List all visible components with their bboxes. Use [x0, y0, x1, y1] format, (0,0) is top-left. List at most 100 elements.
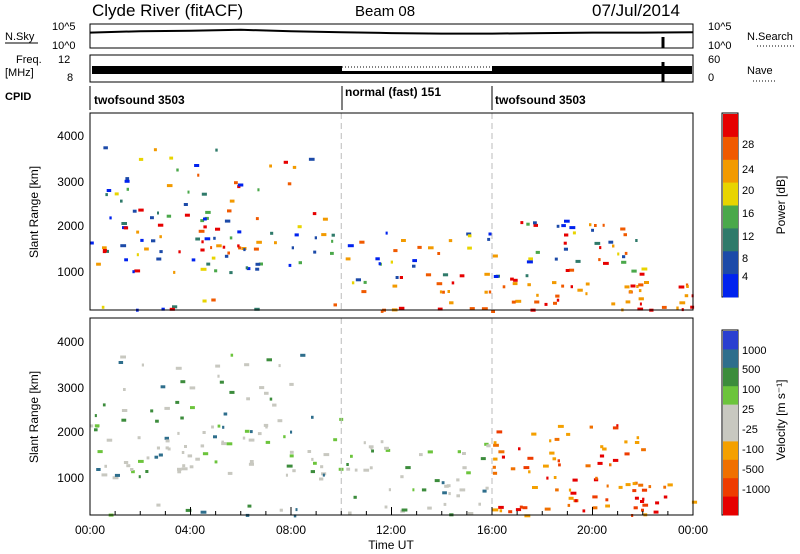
velocity-ytick-1000: 1000	[57, 471, 84, 485]
heatmap-cell	[448, 239, 453, 243]
heatmap-cell	[363, 280, 367, 284]
heatmap-cell	[355, 278, 361, 282]
heatmap-cell	[527, 456, 534, 460]
heatmap-cell	[639, 272, 645, 276]
power-ylabel: Slant Range [km]	[27, 166, 41, 258]
heatmap-cell	[138, 475, 141, 479]
heatmap-cell	[585, 282, 590, 286]
heatmap-cell	[368, 445, 374, 449]
heatmap-cell	[636, 285, 639, 288]
heatmap-cell	[385, 448, 391, 452]
heatmap-cell	[204, 237, 211, 241]
heatmap-cell	[169, 307, 175, 311]
xtick-0000: 00:00	[75, 523, 105, 537]
heatmap-cell	[405, 466, 411, 470]
heatmap-cell	[177, 470, 182, 474]
heatmap-cell	[224, 219, 231, 223]
heatmap-cell	[185, 508, 192, 512]
vel-cb-tick-m1000: -1000	[742, 484, 770, 496]
heatmap-cell	[323, 453, 330, 457]
heatmap-cell	[287, 182, 292, 186]
heatmap-cell	[200, 267, 207, 271]
heatmap-cell	[634, 496, 639, 500]
heatmap-cell	[237, 244, 240, 248]
heatmap-cell	[527, 283, 531, 287]
heatmap-cell	[292, 165, 297, 169]
heatmap-cell	[501, 455, 505, 459]
heatmap-cell	[485, 486, 489, 490]
heatmap-cell	[436, 282, 443, 286]
heatmap-cell	[399, 276, 403, 279]
heatmap-cell	[237, 183, 244, 187]
heatmap-cell	[602, 223, 605, 227]
heatmap-cell	[641, 448, 646, 452]
heatmap-cell	[293, 514, 297, 518]
heatmap-cell	[166, 184, 173, 188]
heatmap-cell	[101, 473, 108, 477]
heatmap-cell	[124, 258, 128, 262]
heatmap-cell	[312, 212, 317, 216]
heatmap-cell	[319, 477, 324, 481]
heatmap-cell	[427, 506, 432, 510]
heatmap-cell	[125, 177, 130, 181]
heatmap-cell	[456, 494, 460, 498]
heatmap-cell	[487, 237, 491, 241]
freq-series-band-3	[492, 66, 692, 74]
velocity-ytick-2000: 2000	[57, 425, 84, 439]
heatmap-cell	[265, 440, 271, 444]
heatmap-cell	[289, 450, 294, 454]
heatmap-cell	[600, 445, 604, 449]
heatmap-cell	[608, 240, 614, 244]
heatmap-cell	[164, 406, 170, 410]
heatmap-cell	[333, 303, 337, 307]
heatmap-cell	[595, 476, 598, 480]
heatmap-cell	[400, 475, 404, 479]
power-cb-tick-24: 24	[742, 164, 754, 176]
heatmap-cell	[564, 233, 569, 237]
cpid-label: CPID	[5, 91, 31, 103]
heatmap-cell	[151, 239, 156, 243]
heatmap-cell	[597, 461, 603, 465]
power-ytick-1000: 1000	[57, 265, 84, 279]
heatmap-cell	[393, 249, 398, 253]
heatmap-cell	[223, 412, 228, 416]
heatmap-cell	[123, 226, 129, 230]
heatmap-cell	[398, 306, 405, 310]
heatmap-cell	[594, 224, 597, 227]
heatmap-cell	[120, 244, 127, 248]
heatmap-cell	[159, 250, 163, 254]
heatmap-cell	[295, 508, 298, 512]
heatmap-cell	[554, 257, 558, 261]
heatmap-cell	[612, 458, 619, 462]
heatmap-cell	[150, 409, 154, 413]
heatmap-cell	[269, 164, 272, 168]
heatmap-cell	[481, 307, 488, 311]
heatmap-cell	[359, 240, 365, 244]
heatmap-cell	[384, 505, 388, 509]
heatmap-cell	[480, 457, 486, 461]
vel-cb-tick-500: 500	[742, 364, 760, 376]
noise-label-right: N.Search	[747, 31, 793, 43]
heatmap-cell	[106, 438, 113, 442]
heatmap-cell	[211, 256, 216, 260]
heatmap-cell	[544, 507, 551, 511]
heatmap-cell	[197, 173, 200, 177]
heatmap-cell	[259, 386, 265, 390]
heatmap-cell	[467, 234, 472, 238]
heatmap-cell	[638, 297, 644, 301]
heatmap-cell	[594, 241, 601, 245]
heatmap-cell	[446, 484, 451, 488]
heatmap-cell	[653, 510, 659, 514]
heatmap-cell	[165, 446, 169, 450]
heatmap-cell	[572, 478, 578, 482]
heatmap-cell	[492, 508, 499, 512]
heatmap-cell	[567, 503, 571, 507]
heatmap-cell	[591, 228, 594, 232]
heatmap-cell	[211, 425, 214, 429]
heatmap-cell	[154, 455, 159, 459]
heatmap-cell	[624, 452, 630, 456]
heatmap-cell	[94, 414, 97, 418]
heatmap-cell	[310, 470, 315, 474]
heatmap-cell	[421, 488, 427, 492]
heatmap-cell	[229, 271, 233, 275]
